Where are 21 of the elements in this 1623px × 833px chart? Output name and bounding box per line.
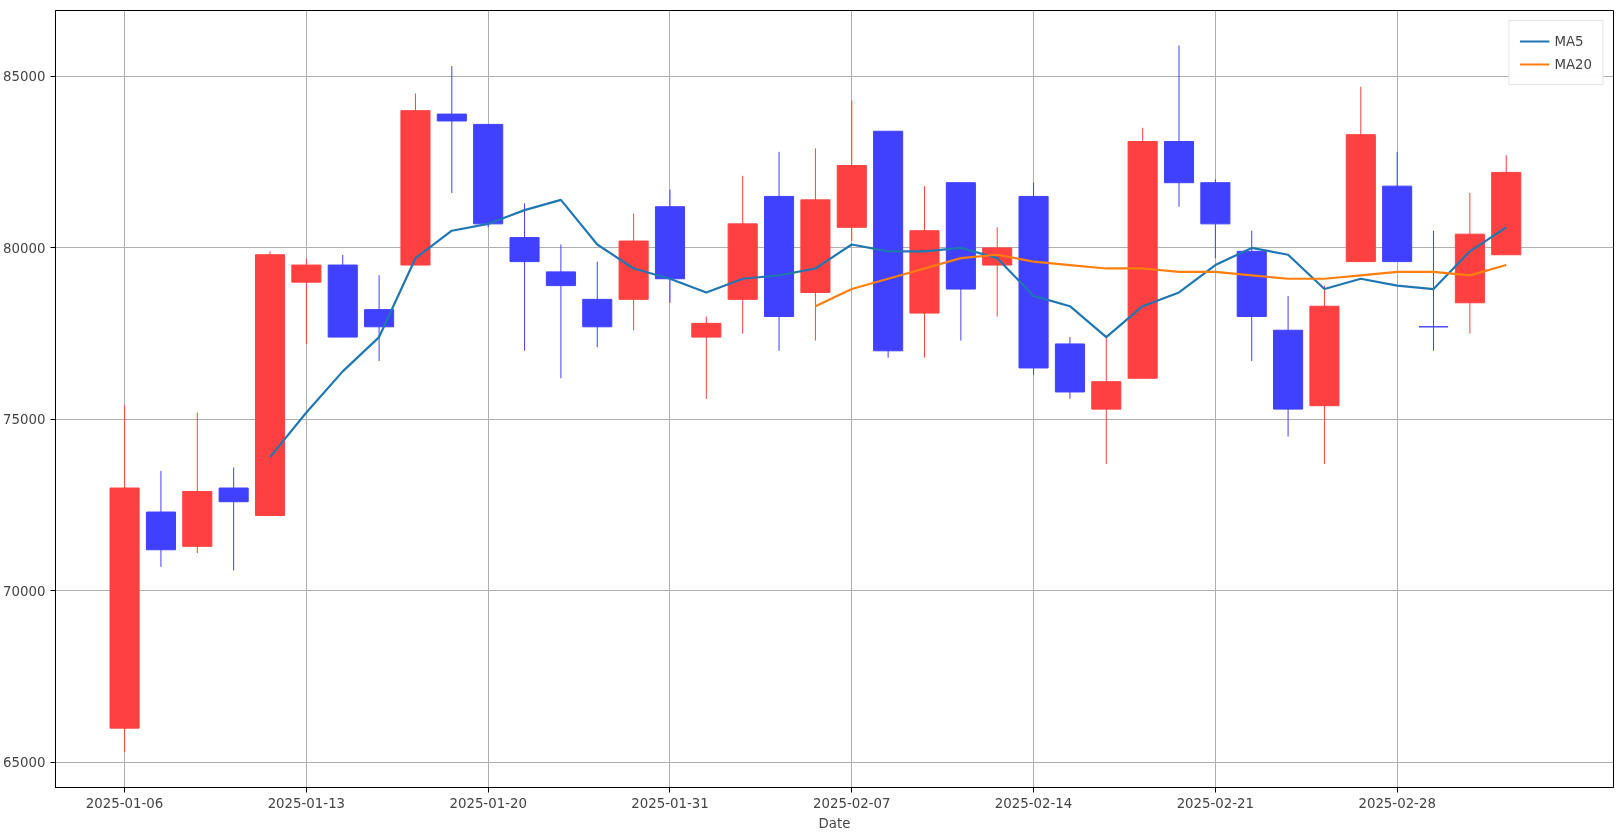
y-tick-label: 85000 [3,69,46,85]
x-tick-label: 2025-02-21 [1176,795,1255,811]
y-tick-label: 65000 [3,755,46,771]
candlestick [436,65,467,194]
y-tick-label: 75000 [3,412,46,428]
x-tick-label: 2025-02-28 [1358,795,1436,811]
legend-label: MA5 [1554,33,1584,49]
x-tick-label: 2025-01-31 [631,795,709,811]
line-series [268,198,1508,459]
line-series [814,253,1508,308]
x-tick-label: 2025-01-20 [449,795,527,811]
x-tick-label: 2025-01-13 [267,795,346,811]
x-tick-label: 2025-02-14 [994,795,1073,811]
candlestick [545,243,576,379]
x-axis-title: Date [818,815,851,831]
candlestick [1418,230,1449,352]
x-tick-label: 2025-01-06 [85,795,164,811]
x-tick-label: 2025-02-07 [813,795,891,811]
y-tick-label: 70000 [3,583,46,599]
y-tick-label: 80000 [3,240,46,256]
legend-label: MA20 [1554,56,1592,72]
